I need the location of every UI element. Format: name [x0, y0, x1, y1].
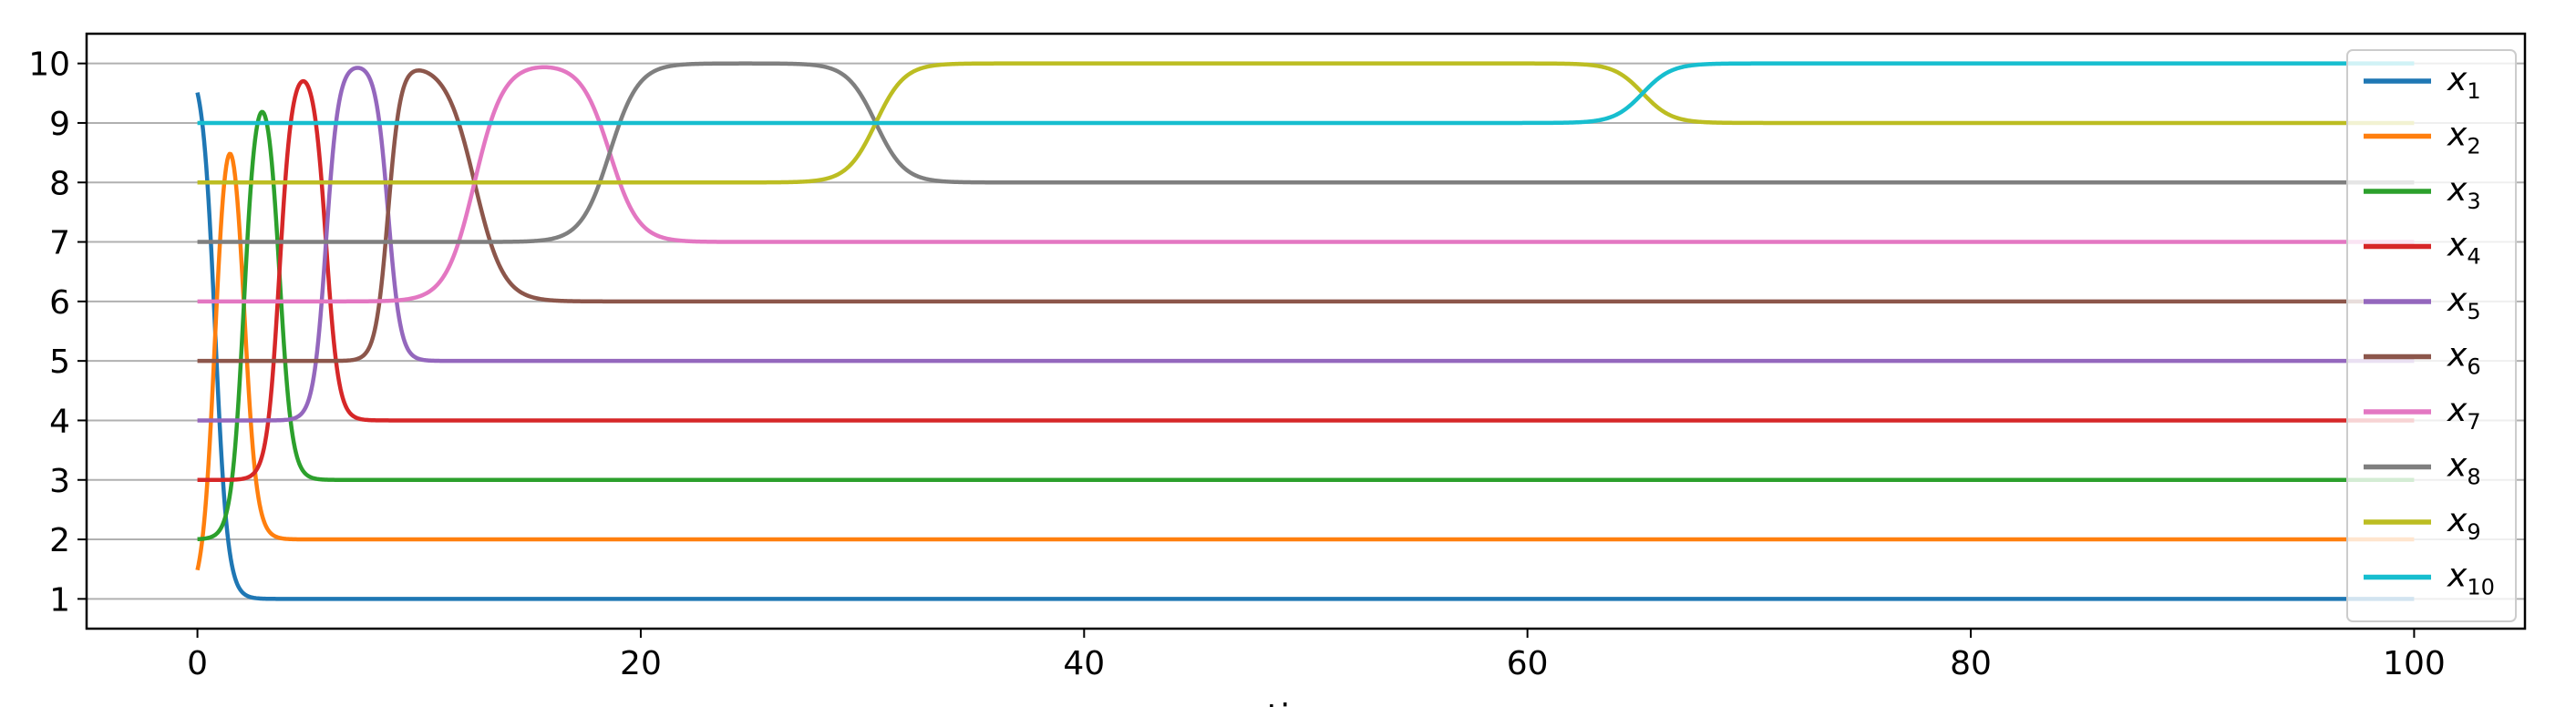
legend-entry-x7: x7	[2364, 392, 2481, 435]
x-tick-label: 60	[1507, 645, 1549, 682]
legend-label-base: x	[2447, 61, 2468, 98]
series-line-x3	[196, 109, 2416, 542]
y-tick-label: 9	[49, 106, 70, 143]
legend-label-base: x	[2447, 392, 2468, 429]
legend-label: x3	[2447, 171, 2481, 214]
legend-label-subscript: 9	[2467, 519, 2480, 545]
legend-label: x8	[2447, 447, 2481, 490]
legend-entry-x4: x4	[2364, 227, 2481, 270]
grid-lines	[87, 62, 2525, 600]
legend-label-subscript: 6	[2467, 354, 2480, 380]
legend-label: x6	[2447, 337, 2481, 380]
legend-label-base: x	[2447, 337, 2468, 374]
legend-label-subscript: 2	[2467, 134, 2480, 159]
legend-label-subscript: 7	[2467, 409, 2480, 435]
y-tick-label: 1	[49, 581, 70, 619]
legend-label-base: x	[2447, 502, 2468, 539]
legend-entry-x1: x1	[2364, 61, 2481, 104]
legend-label-base: x	[2447, 447, 2468, 485]
series-line-x9	[196, 61, 2416, 185]
legend-label: x7	[2447, 392, 2481, 435]
x-axis-ticks: 0 20 40 60 80 100	[187, 629, 2446, 682]
legend-label-base: x	[2447, 171, 2468, 209]
x-axis-label: time	[1267, 697, 1345, 707]
series-line-x10	[196, 61, 2416, 126]
y-tick-label: 6	[49, 284, 70, 322]
legend-label-base: x	[2447, 227, 2468, 264]
legend-label-base: x	[2447, 282, 2468, 319]
legend-label-subscript: 5	[2467, 299, 2480, 324]
legend-label: x1	[2447, 61, 2481, 104]
plot-frame	[85, 32, 2527, 630]
y-tick-label: 7	[49, 225, 70, 262]
series-line-x2	[195, 151, 2416, 571]
legend-label: x10	[2447, 558, 2495, 600]
legend-entry-x3: x3	[2364, 171, 2481, 214]
legend-entry-x2: x2	[2364, 117, 2481, 159]
x-tick-label: 0	[187, 645, 208, 682]
legend-entry-x6: x6	[2364, 337, 2481, 380]
y-tick-label: 10	[28, 46, 70, 84]
legend-label-subscript: 4	[2467, 244, 2480, 270]
legend-label-base: x	[2447, 558, 2468, 595]
legend-label: x5	[2447, 282, 2481, 324]
legend-label-subscript: 1	[2467, 78, 2480, 104]
legend-label-subscript: 10	[2467, 575, 2495, 600]
y-tick-label: 4	[49, 403, 70, 440]
series-lines	[195, 61, 2416, 601]
series-line-x7	[196, 65, 2416, 304]
series-line-x1	[195, 92, 2416, 601]
x-tick-label: 40	[1063, 645, 1105, 682]
legend-label-base: x	[2447, 117, 2468, 154]
y-tick-label: 8	[49, 165, 70, 202]
series-line-x8	[196, 61, 2416, 244]
y-tick-label: 5	[49, 343, 70, 381]
x-tick-label: 20	[620, 645, 662, 682]
x-tick-label: 80	[1950, 645, 1992, 682]
x-tick-label: 100	[2383, 645, 2446, 682]
y-axis-ticks: 1 2 3 4 5 6 7 8 9 10	[28, 46, 87, 619]
y-tick-label: 3	[49, 463, 70, 500]
legend-label: x2	[2447, 117, 2481, 159]
legend-label: x9	[2447, 502, 2481, 545]
legend-entry-x10: x10	[2364, 558, 2495, 600]
legend-entry-x8: x8	[2364, 447, 2481, 490]
legend-label-subscript: 8	[2467, 465, 2480, 490]
legend-label: x4	[2447, 227, 2481, 270]
legend-label-subscript: 3	[2467, 189, 2480, 214]
legend-entry-x9: x9	[2364, 502, 2481, 545]
series-line-x6	[196, 68, 2416, 364]
legend-entry-x5: x5	[2364, 282, 2481, 324]
series-line-x4	[196, 78, 2416, 482]
y-tick-label: 2	[49, 522, 70, 559]
series-line-x5	[196, 66, 2416, 423]
